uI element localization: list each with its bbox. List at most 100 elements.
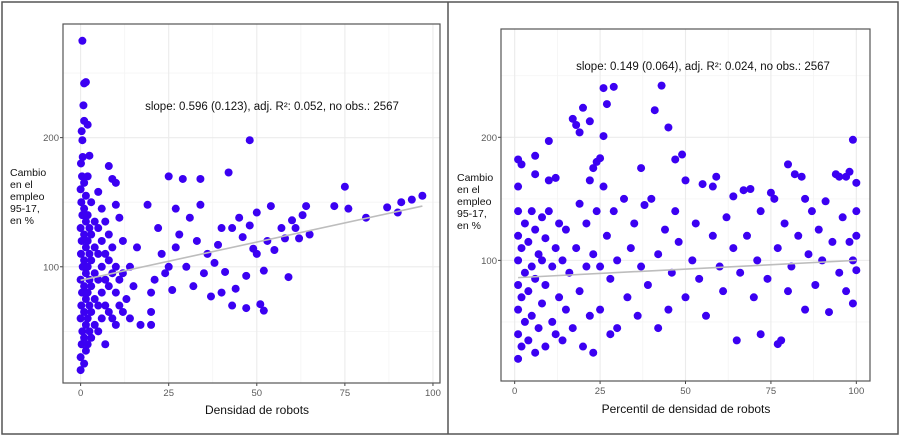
data-point	[81, 78, 90, 87]
data-point	[87, 333, 96, 342]
data-point	[80, 333, 89, 342]
data-point	[746, 185, 755, 193]
data-point	[83, 314, 92, 323]
data-point	[83, 172, 92, 181]
data-point	[305, 230, 314, 239]
data-point	[777, 336, 786, 345]
data-point	[606, 274, 615, 283]
data-point	[407, 195, 416, 204]
x-axis-title: Percentil de densidad de robots	[602, 402, 771, 416]
data-point	[678, 150, 687, 159]
data-point	[228, 301, 237, 310]
data-point	[568, 114, 577, 123]
data-point	[749, 293, 758, 302]
data-point	[763, 274, 772, 283]
data-point	[143, 200, 152, 209]
y-tick-label: 100	[43, 262, 59, 273]
data-point	[517, 160, 526, 169]
regression-annotation: slope: 0.149 (0.064), adj. R²: 0.024, no…	[576, 61, 830, 73]
data-point	[288, 216, 297, 225]
data-point	[722, 213, 731, 222]
data-point	[732, 336, 741, 345]
data-point	[76, 366, 85, 375]
data-point	[572, 244, 581, 253]
data-point	[702, 311, 710, 320]
data-point	[609, 82, 618, 91]
data-point	[125, 314, 134, 323]
data-point	[551, 244, 560, 253]
data-point	[78, 288, 87, 297]
data-point	[548, 262, 557, 271]
data-point	[111, 288, 120, 297]
data-point	[520, 219, 529, 228]
data-point	[555, 219, 564, 228]
data-point	[87, 230, 96, 239]
data-point	[94, 327, 103, 336]
data-point	[259, 306, 268, 315]
data-point	[538, 299, 546, 308]
data-point	[118, 236, 127, 245]
data-point	[835, 172, 844, 181]
data-point	[654, 250, 663, 259]
data-point	[77, 236, 86, 245]
data-point	[85, 327, 94, 336]
data-point	[161, 269, 170, 278]
data-point	[743, 231, 751, 240]
data-point	[524, 287, 533, 296]
data-point	[76, 185, 85, 194]
data-point	[667, 268, 676, 277]
data-point	[784, 287, 792, 296]
data-point	[517, 342, 526, 351]
data-point	[585, 117, 594, 126]
data-point	[650, 106, 659, 115]
data-point	[157, 249, 166, 258]
data-point	[78, 172, 87, 181]
data-point	[90, 320, 99, 329]
data-point	[87, 307, 96, 316]
data-point	[561, 305, 570, 314]
data-point	[87, 282, 96, 291]
data-point	[80, 282, 89, 291]
data-point	[81, 346, 90, 355]
data-point	[97, 314, 106, 323]
data-point	[147, 288, 156, 297]
data-point	[81, 295, 90, 304]
data-point	[602, 231, 611, 240]
data-point	[517, 293, 526, 302]
data-point	[81, 269, 90, 278]
data-point	[76, 353, 85, 362]
data-point	[531, 348, 540, 357]
data-point	[531, 151, 540, 160]
data-point	[104, 230, 113, 239]
data-point	[852, 178, 861, 187]
data-point	[582, 219, 591, 228]
data-point	[175, 230, 184, 239]
data-point	[695, 274, 704, 283]
data-point	[115, 301, 124, 310]
data-point	[252, 208, 261, 217]
data-point	[284, 273, 293, 282]
data-point	[671, 207, 680, 216]
data-point	[544, 137, 553, 145]
data-point	[766, 188, 775, 197]
data-point	[228, 224, 237, 233]
data-point	[224, 168, 233, 177]
data-point	[572, 121, 581, 129]
data-point	[681, 176, 690, 185]
data-point	[630, 219, 639, 228]
data-point	[633, 311, 642, 320]
data-point	[708, 231, 717, 240]
data-point	[579, 103, 587, 112]
data-point	[80, 307, 89, 316]
data-point	[541, 342, 550, 351]
data-point	[657, 81, 666, 90]
data-point	[736, 268, 745, 277]
data-point	[199, 269, 208, 278]
data-point	[520, 317, 529, 326]
data-point	[838, 213, 847, 222]
data-point	[383, 203, 392, 212]
data-point	[76, 314, 85, 323]
data-point	[129, 282, 138, 291]
data-point	[94, 224, 103, 233]
